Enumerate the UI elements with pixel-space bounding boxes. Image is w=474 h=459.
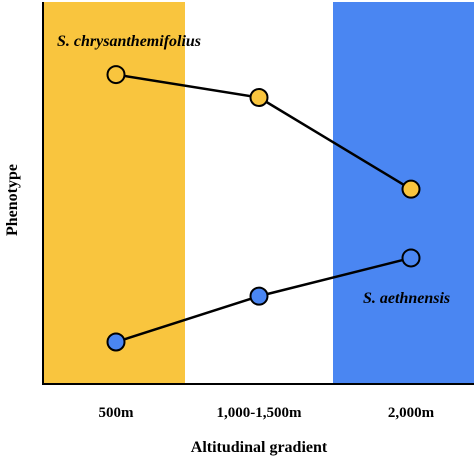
x-tick-label-2: 2,000m: [388, 405, 435, 421]
series-0-point-2: [401, 179, 421, 199]
series-1-point-2: [401, 248, 421, 268]
x-tick-label-0: 500m: [99, 405, 135, 421]
series-1-point-0: [106, 332, 126, 352]
series-label-chrysanthemifolius: S. chrysanthemifolius: [57, 33, 201, 50]
series-label-aethnensis: S. aethnensis: [363, 290, 450, 307]
series-1-point-1: [249, 286, 269, 306]
series-0-point-1: [249, 88, 269, 107]
x-tick-label-1: 1,000-1,500m: [217, 405, 302, 421]
y-axis-title: Phenotype: [4, 164, 21, 236]
x-tick-labels: 500m 1,000-1,500m 2,000m: [99, 405, 435, 421]
series-layer: [106, 65, 421, 352]
series-0-point-0: [106, 65, 126, 85]
x-axis-title: Altitudinal gradient: [191, 439, 328, 456]
